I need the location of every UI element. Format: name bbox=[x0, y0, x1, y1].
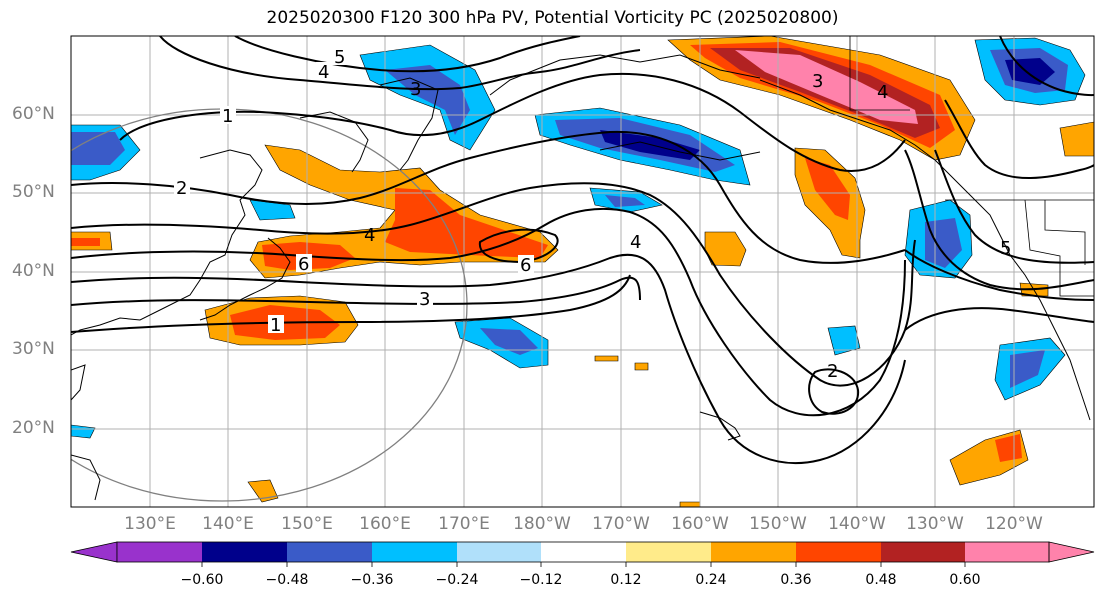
colorbar-bin bbox=[711, 542, 796, 562]
colorbar-tick-label: −0.60 bbox=[180, 572, 224, 588]
contour-labels: 1 2 3 4 5 6 4 6 3 4 5 2 1 3 4 5 bbox=[174, 47, 1011, 382]
colorbar-tick-label: −0.24 bbox=[435, 572, 479, 588]
contour-label: 5 bbox=[1000, 238, 1011, 259]
contour-label: 3 bbox=[812, 71, 823, 92]
lat-label: 30°N bbox=[12, 339, 55, 359]
map-frame bbox=[70, 35, 1095, 508]
contour-label: 4 bbox=[364, 225, 375, 246]
colorbar-bin bbox=[287, 542, 372, 562]
contour-label: 1 bbox=[270, 315, 281, 336]
colorbar-extend-low bbox=[70, 541, 118, 563]
lon-label: 150°E bbox=[281, 514, 333, 534]
colorbar-bin bbox=[457, 542, 541, 562]
lon-label: 170°W bbox=[592, 514, 650, 534]
lon-label: 140°E bbox=[202, 514, 254, 534]
lon-label: 160°W bbox=[671, 514, 729, 534]
lon-label: 120°W bbox=[985, 514, 1043, 534]
colorbar bbox=[70, 541, 1095, 567]
borders bbox=[849, 36, 1094, 297]
contour-label: 4 bbox=[318, 62, 329, 83]
colorbar-tick-label: 0.48 bbox=[865, 572, 897, 588]
colorbar-tick-label: 0.24 bbox=[695, 572, 727, 588]
lon-label: 130°E bbox=[124, 514, 176, 534]
colorbar-bin bbox=[541, 542, 626, 562]
figure-title: 2025020300 F120 300 hPa PV, Potential Vo… bbox=[266, 8, 839, 28]
contour-label: 6 bbox=[520, 255, 531, 276]
contour-label: 6 bbox=[298, 254, 309, 275]
lon-label: 150°W bbox=[749, 514, 807, 534]
lon-label: 140°W bbox=[828, 514, 886, 534]
contour-label: 1 bbox=[222, 106, 233, 127]
contour-label: 3 bbox=[410, 79, 421, 100]
colorbar-bin bbox=[372, 542, 457, 562]
colorbar-bin bbox=[626, 542, 711, 562]
colorbar-bin bbox=[796, 542, 881, 562]
contour-label: 5 bbox=[334, 47, 345, 68]
lat-label: 20°N bbox=[12, 418, 55, 438]
lon-label: 160°E bbox=[359, 514, 411, 534]
colorbar-extend-high bbox=[1048, 541, 1095, 563]
colorbar-bin bbox=[881, 542, 965, 562]
lat-label: 40°N bbox=[12, 261, 55, 281]
lon-label: 170°E bbox=[438, 514, 490, 534]
colorbar-tick-label: −0.12 bbox=[519, 572, 563, 588]
coastlines bbox=[71, 54, 1091, 501]
colorbar-tick-label: −0.36 bbox=[350, 572, 394, 588]
colorbar-tick-label: 0.36 bbox=[780, 572, 812, 588]
map-area: 1 2 3 4 5 6 4 6 3 4 5 2 1 3 4 5 bbox=[71, 36, 1094, 507]
contour-label: 2 bbox=[827, 361, 838, 382]
lat-label: 60°N bbox=[12, 104, 55, 124]
contour-label: 4 bbox=[877, 82, 888, 103]
colorbar-tick-label: 0.60 bbox=[949, 572, 981, 588]
colorbar-bin bbox=[202, 542, 287, 562]
colorbar-bin bbox=[965, 542, 1049, 562]
lon-label: 180°W bbox=[513, 514, 571, 534]
contour-label: 2 bbox=[176, 178, 187, 199]
contour-label: 3 bbox=[419, 289, 430, 310]
lon-label: 130°W bbox=[906, 514, 964, 534]
pv-shading bbox=[71, 36, 1094, 507]
lat-label: 50°N bbox=[12, 182, 55, 202]
contour-label: 4 bbox=[630, 232, 641, 253]
colorbar-bin bbox=[117, 542, 202, 562]
gridlines bbox=[71, 36, 1094, 507]
colorbar-tick-label: 0.12 bbox=[610, 572, 642, 588]
colorbar-tick-label: −0.48 bbox=[265, 572, 309, 588]
